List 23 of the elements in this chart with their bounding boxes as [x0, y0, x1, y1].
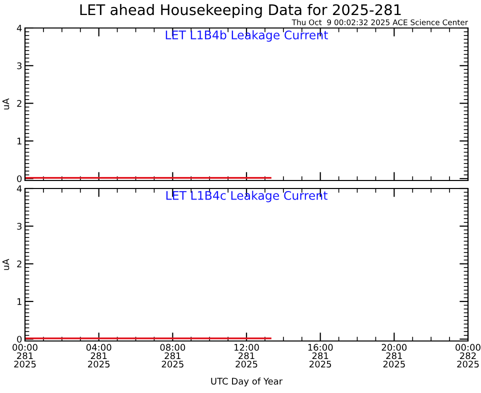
x-tick-label: 20:00 281 2025: [382, 344, 407, 368]
chart-subtitle: LET L1B4b Leakage Current: [166, 30, 328, 42]
y-tick-label: 4: [16, 24, 22, 32]
y-tick-label: 3: [17, 222, 22, 230]
x-tick-label: 04:00 281 2025: [86, 344, 112, 368]
y-tick-label: 0: [17, 336, 22, 343]
y-tick-label: 1: [17, 298, 22, 305]
y-axis-title: uA: [2, 98, 10, 110]
y-tick-label: 2: [17, 100, 22, 107]
chart-subtitle: LET L1B4c Leakage Current: [166, 190, 328, 202]
y-tick-label: 4: [16, 185, 22, 192]
x-tick-label: 12:00 281 2025: [234, 344, 259, 368]
x-tick-label: 00:00 282 2025: [456, 344, 480, 368]
x-tick-label: 16:00 281 2025: [308, 344, 333, 368]
x-tick-label: 00:00 281 2025: [12, 344, 38, 368]
x-axis-title: UTC Day of Year: [211, 378, 283, 386]
x-tick-label: 08:00 281 2025: [160, 344, 186, 368]
y-tick-label: 3: [17, 62, 22, 70]
chart-title: LET ahead Housekeeping Data for 2025-281: [80, 4, 401, 18]
y-axis-title: uA: [2, 258, 10, 270]
y-tick-label: 0: [17, 175, 22, 182]
y-tick-label: 2: [17, 260, 22, 268]
y-tick-label: 1: [17, 138, 22, 144]
